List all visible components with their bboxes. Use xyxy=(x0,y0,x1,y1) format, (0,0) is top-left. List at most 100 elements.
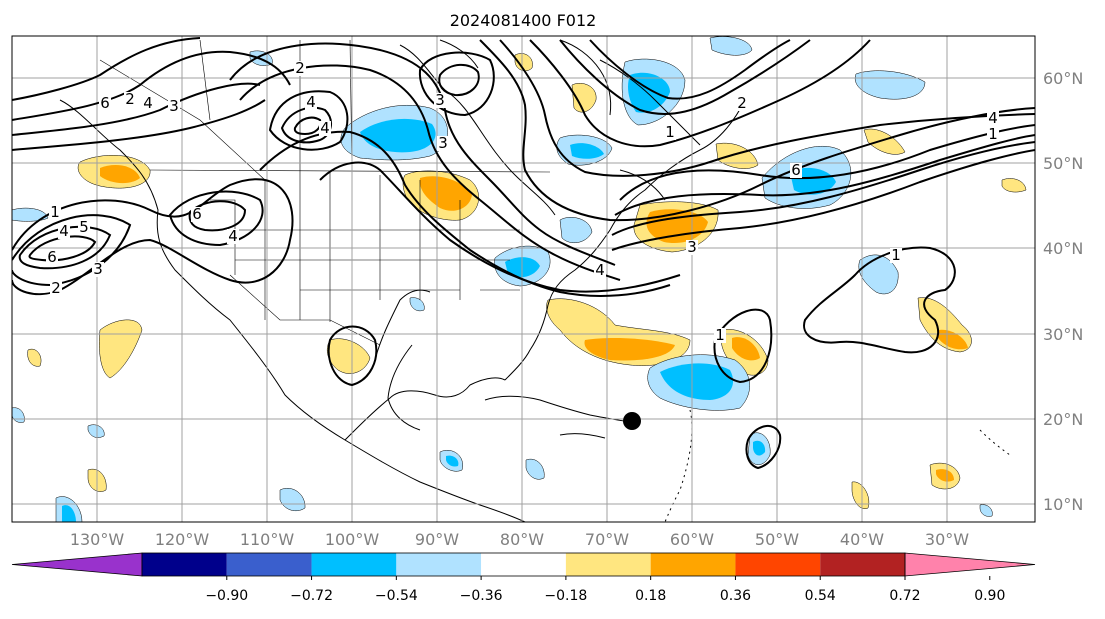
negative-anomaly-area xyxy=(446,455,459,467)
positive-anomaly-area xyxy=(27,348,42,367)
contour-label: 1 xyxy=(891,246,901,264)
colorbar-segment xyxy=(820,553,905,576)
contour-label: 2 xyxy=(125,90,135,108)
longitude-label: 50°W xyxy=(755,530,799,549)
colorbar-label: −0.90 xyxy=(205,588,248,604)
contour-label: 2 xyxy=(295,59,305,77)
positive-anomaly-area xyxy=(715,142,759,169)
colorbar-label: −0.36 xyxy=(460,588,503,604)
negative-anomaly-area xyxy=(87,424,105,438)
storm-position-marker xyxy=(623,412,641,430)
contour-label: 2 xyxy=(51,279,61,297)
contour-label-bg xyxy=(594,263,606,278)
contour-label: 4 xyxy=(320,119,330,137)
latitude-label: 50°N xyxy=(1043,154,1083,173)
colorbar-segment xyxy=(735,553,821,576)
contour-label-bg xyxy=(78,220,90,235)
contour-label-bg xyxy=(305,95,317,110)
contour-label-bg xyxy=(434,93,446,108)
contour-label: 3 xyxy=(169,97,179,115)
colorbar-label: −0.72 xyxy=(290,588,333,604)
contour-label: 6 xyxy=(47,248,57,266)
colorbar-segment xyxy=(650,553,736,576)
negative-anomaly-area xyxy=(12,207,49,222)
longitude-label: 90°W xyxy=(415,530,459,549)
colorbar-label: 0.36 xyxy=(720,588,751,604)
contour-label: 4 xyxy=(595,261,605,279)
contour-label-bg xyxy=(686,240,698,255)
negative-anomaly-area xyxy=(753,440,766,456)
contour-label: 4 xyxy=(228,227,238,245)
contour-label: 1 xyxy=(50,203,60,221)
contour-label-bg xyxy=(227,229,239,244)
contour-label-bg xyxy=(58,224,70,239)
colorbar-extend-max xyxy=(904,552,1036,577)
colorbar-label: 0.54 xyxy=(805,588,836,604)
contour-label: 1 xyxy=(715,326,725,344)
contour-label: 3 xyxy=(687,238,697,256)
positive-anomaly-area xyxy=(646,209,708,244)
contour-label: 3 xyxy=(438,134,448,152)
colorbar-label: 0.18 xyxy=(635,588,666,604)
contour-label: 4 xyxy=(988,109,998,127)
contour-label: 6 xyxy=(791,161,801,179)
contour-label-bg xyxy=(99,96,111,111)
negative-anomaly-area xyxy=(979,504,993,517)
latitude-label: 10°N xyxy=(1043,495,1083,514)
latitude-label: 30°N xyxy=(1043,325,1083,344)
longitude-label: 130°W xyxy=(70,530,125,549)
positive-anomaly-area xyxy=(419,176,472,211)
positive-anomaly-area xyxy=(732,337,760,361)
contour-label-bg xyxy=(124,92,136,107)
latitude-label: 20°N xyxy=(1043,410,1083,429)
contour-label-bg xyxy=(92,262,104,277)
longitude-label: 60°W xyxy=(670,530,714,549)
contour-label-bg xyxy=(294,61,306,76)
longitude-label: 70°W xyxy=(585,530,629,549)
contour-label: 5 xyxy=(79,218,89,236)
contour-label: 4 xyxy=(143,94,153,112)
colorbar-segment xyxy=(142,553,227,576)
contour-label-bg xyxy=(437,136,449,151)
positive-anomaly-area xyxy=(514,53,533,72)
contour-label-bg xyxy=(168,99,180,114)
positive-anomaly-area xyxy=(571,83,597,113)
positive-anomaly-area xyxy=(938,329,968,350)
latitude-label: 60°N xyxy=(1043,69,1083,88)
contour-label-bg xyxy=(790,163,802,178)
negative-anomaly-area xyxy=(525,458,545,480)
negative-anomaly-area xyxy=(409,297,425,312)
contour-label: 6 xyxy=(100,94,110,112)
positive-anomaly-area xyxy=(851,481,870,510)
contour-label: 3 xyxy=(435,91,445,109)
colorbar: −0.90 −0.72 −0.54 −0.36 −0.18 0.18 0.36 0.54 0.7… xyxy=(11,552,1036,604)
latitude-labels: 60°N 50°N 40°N 30°N 20°N 10°N xyxy=(1043,69,1083,514)
contour-label: 3 xyxy=(93,260,103,278)
contour-label-bg xyxy=(664,125,676,140)
contour-label-bg xyxy=(736,96,748,111)
longitude-label: 100°W xyxy=(325,530,380,549)
negative-anomaly-area xyxy=(360,118,436,153)
contour-label: 6 xyxy=(192,205,202,223)
contour-label: 4 xyxy=(59,222,69,240)
colorbar-segment xyxy=(311,553,397,576)
negative-anomaly-area xyxy=(570,143,604,159)
contour-label: 4 xyxy=(306,93,316,111)
negative-anomaly-area xyxy=(279,488,306,511)
colorbar-label: 0.72 xyxy=(889,588,920,604)
positive-anomaly-area xyxy=(100,165,140,184)
positive-anomaly-area xyxy=(863,128,906,155)
colorbar-segment xyxy=(565,553,651,576)
colorbar-segment xyxy=(396,553,482,576)
colorbar-segment xyxy=(226,553,312,576)
negative-anomaly-area xyxy=(559,217,593,244)
contour-label: 1 xyxy=(665,123,675,141)
contour-label-bg xyxy=(46,250,58,265)
colorbar-extend-min xyxy=(11,552,143,577)
colorbar-outline xyxy=(141,552,906,577)
contour-label: 2 xyxy=(737,94,747,112)
